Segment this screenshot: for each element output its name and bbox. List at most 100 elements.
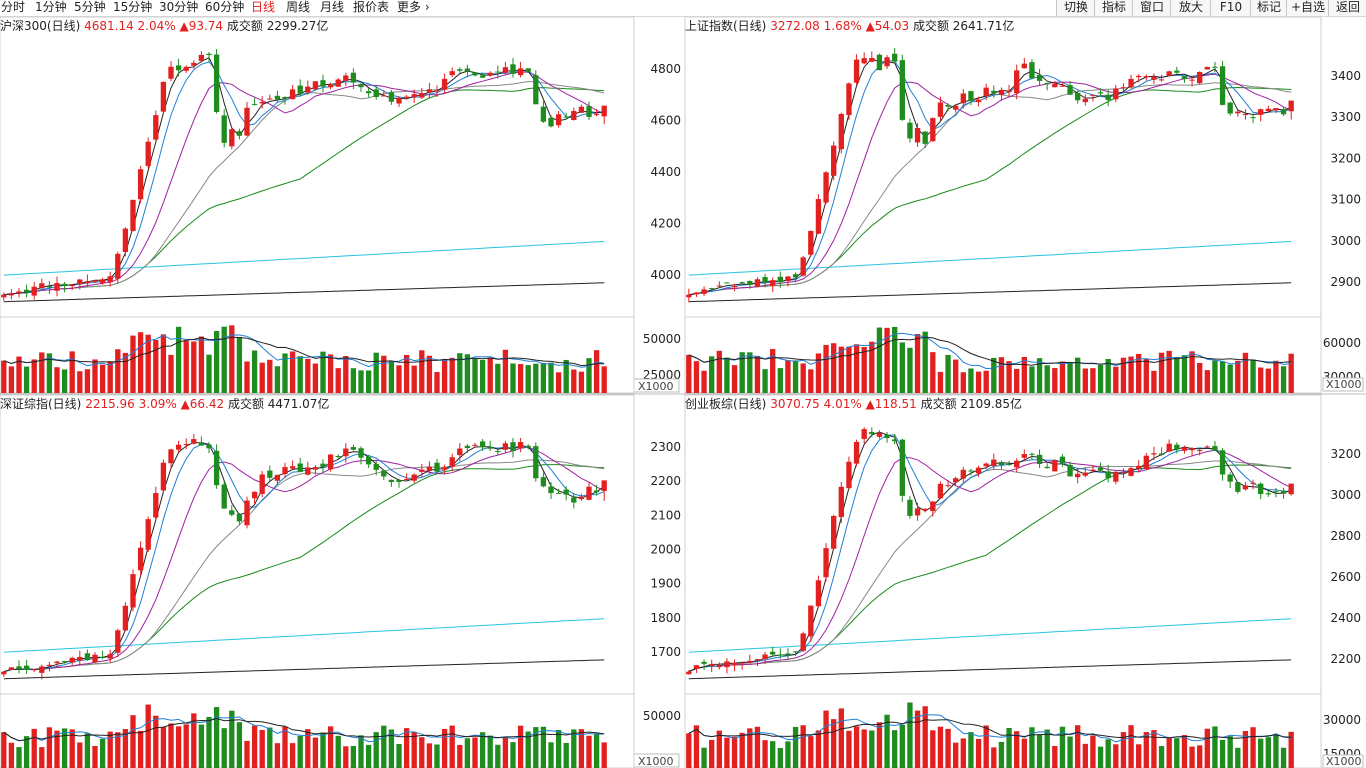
- candlestick: [1075, 473, 1081, 478]
- timeframe-tab-daily[interactable]: 日线: [251, 0, 276, 14]
- timeframe-tab-15min[interactable]: 15分钟: [113, 0, 153, 14]
- volume-bar: [502, 349, 509, 393]
- timeframe-tab-intraday[interactable]: 分时: [1, 0, 26, 14]
- volume-bar: [365, 370, 372, 393]
- vol-ma5-line: [688, 714, 1292, 743]
- volume-bar: [1021, 738, 1027, 768]
- volume-bar: [1273, 734, 1279, 768]
- f10-button[interactable]: F10: [1210, 0, 1251, 16]
- back-button[interactable]: 返回: [1328, 0, 1366, 16]
- candlestick: [586, 106, 592, 117]
- indicator-button[interactable]: 指标: [1094, 0, 1133, 16]
- candlestick: [739, 662, 745, 664]
- volume-bar: [968, 732, 974, 768]
- candlestick: [1113, 88, 1119, 100]
- volume-bar: [1158, 352, 1165, 393]
- volume-bar: [305, 358, 311, 393]
- candlestick: [1021, 454, 1027, 458]
- timeframe-tab-monthly[interactable]: 月线: [320, 0, 345, 14]
- candlestick: [815, 580, 822, 607]
- candlestick: [1, 671, 7, 675]
- volume-bar: [869, 730, 875, 768]
- candlestick: [343, 448, 349, 457]
- candlestick: [777, 654, 783, 656]
- quote-table-tab[interactable]: 报价表: [353, 0, 390, 14]
- timeframe-tab-1min[interactable]: 1分钟: [35, 0, 67, 14]
- candlestick: [1014, 460, 1020, 468]
- volume-bar: [39, 352, 45, 393]
- volume-bar: [593, 733, 600, 768]
- volume-bar: [922, 706, 928, 768]
- price-axis-label-right: 2800: [1330, 529, 1361, 543]
- candlestick: [153, 493, 159, 518]
- volume-bar: [236, 336, 243, 393]
- candlestick: [724, 661, 730, 668]
- volume-bar: [1189, 746, 1195, 768]
- chart-panel-hs300[interactable]: 沪深300(日线) 4681.14 2.04% ▲93.74 成交额 2299.…: [0, 16, 635, 394]
- chart-panel-shanghai[interactable]: 上证指数(日线) 3272.08 1.68% ▲54.03 成交额 2641.7…: [633, 16, 1361, 394]
- volume-bar: [487, 735, 493, 768]
- volume-bar: [831, 719, 837, 768]
- candlestick: [221, 484, 227, 509]
- volume-bar: [930, 730, 936, 768]
- candlestick: [1197, 72, 1203, 84]
- candlestick: [846, 461, 852, 489]
- volume-bar: [495, 363, 501, 393]
- volume-bar: [77, 742, 83, 768]
- mark-button[interactable]: 标记: [1250, 0, 1287, 16]
- volume-bar: [350, 745, 357, 768]
- candlestick: [922, 508, 928, 511]
- volume-bar: [183, 340, 189, 393]
- candlestick: [54, 661, 60, 664]
- volume-bar: [77, 371, 83, 393]
- volume-bar: [1166, 737, 1172, 768]
- volume-bar: [343, 746, 349, 768]
- volume-axis-label-right: 60000: [1323, 336, 1361, 350]
- volume-bar: [1105, 359, 1111, 393]
- volume-bar: [983, 370, 989, 393]
- candlestick: [808, 605, 814, 637]
- volume-bar: [555, 729, 562, 768]
- candlestick: [31, 669, 37, 671]
- volume-bar: [731, 736, 738, 768]
- price-axis-label-right: 3000: [1330, 234, 1361, 248]
- candlestick: [533, 446, 539, 479]
- volume-axis-label: 50000: [643, 332, 681, 346]
- switch-button[interactable]: 切换: [1056, 0, 1095, 16]
- volume-bar: [1181, 735, 1188, 768]
- more-menu[interactable]: 更多 ›: [397, 0, 430, 16]
- volume-bar: [381, 725, 387, 768]
- candlestick: [800, 257, 806, 276]
- candlestick: [487, 72, 493, 76]
- chart-panel-chinext[interactable]: 创业板综(日线) 3070.75 4.01% ▲118.51 成交额 2109.…: [633, 394, 1361, 768]
- volume-bar: [1113, 366, 1119, 393]
- candlestick: [1021, 63, 1027, 69]
- timeframe-tab-30min[interactable]: 30分钟: [159, 0, 199, 14]
- zoom-button[interactable]: 放大: [1170, 0, 1211, 16]
- volume-bar: [510, 742, 516, 768]
- candlestick: [1181, 76, 1188, 79]
- timeframe-tab-5min[interactable]: 5分钟: [74, 0, 106, 14]
- top-toolbar: 分时 1分钟 5分钟 15分钟 30分钟 60分钟 日线 周线 月线 报价表 更…: [0, 0, 1366, 17]
- volume-bar: [46, 353, 53, 393]
- candlestick: [548, 486, 554, 494]
- volume-bar: [487, 358, 493, 393]
- volume-bar: [525, 731, 531, 768]
- volume-bar: [16, 356, 22, 393]
- candlestick: [495, 450, 501, 452]
- window-button[interactable]: 窗口: [1132, 0, 1171, 16]
- candlestick: [540, 106, 547, 122]
- candlestick: [1036, 74, 1043, 81]
- volume-bar: [953, 359, 959, 393]
- timeframe-tab-weekly[interactable]: 周线: [286, 0, 311, 14]
- candlestick: [731, 663, 738, 666]
- add-watchlist-button[interactable]: +自选: [1286, 0, 1329, 16]
- price-axis-label-right: 3300: [1330, 110, 1361, 124]
- timeframe-tab-60min[interactable]: 60分钟: [205, 0, 245, 14]
- candlestick: [1052, 84, 1058, 88]
- candlestick: [236, 513, 243, 522]
- volume-bar: [991, 747, 997, 768]
- volume-bar: [388, 361, 395, 393]
- chart-panel-szcomp[interactable]: 深证综指(日线) 2215.96 3.09% ▲66.42 成交额 4471.0…: [0, 394, 635, 768]
